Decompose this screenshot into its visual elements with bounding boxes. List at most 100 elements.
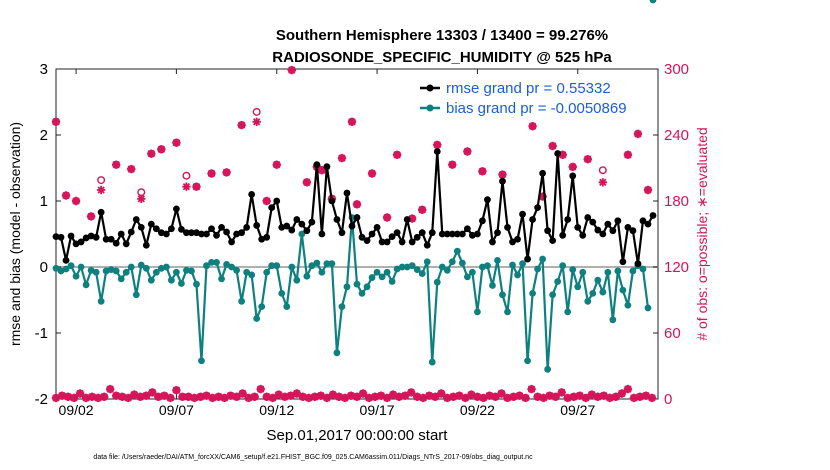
obs-evaluated-marker-low bbox=[515, 391, 524, 400]
rmse-point bbox=[162, 230, 170, 238]
bias-point bbox=[564, 308, 572, 316]
bias-point bbox=[223, 260, 230, 268]
rmse-point bbox=[213, 231, 220, 239]
bias-point bbox=[152, 268, 160, 276]
obs-evaluated-marker bbox=[478, 167, 487, 176]
bias-point bbox=[117, 275, 125, 283]
obs-evaluated-marker-low bbox=[112, 391, 121, 400]
legend-rmse-label: rmse grand pr = 0.55332 bbox=[446, 80, 611, 97]
bias-point bbox=[92, 268, 100, 276]
y-right-tick-label: 0 bbox=[664, 391, 672, 408]
legend-background bbox=[420, 75, 650, 117]
bias-point bbox=[649, 0, 657, 4]
bias-point bbox=[308, 262, 316, 270]
obs-count-markers bbox=[51, 65, 657, 403]
rmse-series bbox=[52, 148, 657, 268]
rmse-point bbox=[589, 218, 597, 226]
bias-point bbox=[594, 276, 602, 284]
obs-evaluated-marker bbox=[252, 117, 261, 126]
bias-point bbox=[203, 262, 210, 270]
obs-evaluated-marker bbox=[127, 164, 136, 174]
obs-evaluated-marker bbox=[182, 182, 191, 191]
rmse-point bbox=[438, 230, 446, 238]
bias-point bbox=[228, 263, 235, 271]
obs-possible-marker bbox=[598, 166, 607, 175]
bias-point bbox=[453, 247, 461, 255]
obs-evaluated-marker-low bbox=[521, 393, 530, 403]
bias-point bbox=[358, 290, 366, 297]
obs-evaluated-marker bbox=[643, 185, 653, 195]
obs-evaluated-marker bbox=[337, 153, 347, 163]
obs-evaluated-marker-low bbox=[394, 392, 404, 401]
rmse-point bbox=[463, 225, 471, 233]
rmse-point bbox=[474, 230, 481, 238]
rmse-point bbox=[117, 230, 125, 238]
obs-evaluated-marker-low bbox=[166, 393, 175, 403]
obs-evaluated-marker bbox=[71, 196, 81, 206]
bias-point bbox=[378, 273, 386, 281]
rmse-point bbox=[102, 235, 110, 243]
obs-evaluated-marker bbox=[317, 166, 327, 175]
obs-evaluated-marker-low bbox=[413, 392, 422, 401]
rmse-point bbox=[494, 229, 501, 237]
legend-rmse-marker bbox=[426, 84, 434, 92]
obs-possible-marker bbox=[97, 176, 106, 185]
obs-evaluated-marker-low bbox=[178, 392, 187, 401]
rmse-point bbox=[579, 231, 587, 239]
bias-point bbox=[62, 265, 70, 273]
obs-evaluated-marker-low bbox=[63, 392, 73, 401]
rmse-point bbox=[539, 169, 547, 177]
rmse-point bbox=[403, 216, 411, 223]
obs-evaluated-marker-low bbox=[617, 389, 627, 398]
obs-evaluated-marker-low bbox=[382, 393, 392, 403]
rmse-point bbox=[378, 238, 386, 246]
obs-evaluated-marker-low bbox=[142, 391, 151, 400]
bias-point bbox=[343, 283, 351, 291]
bias-point bbox=[298, 230, 306, 238]
obs-evaluated-marker bbox=[207, 169, 216, 178]
y-left-tick-label: 2 bbox=[40, 127, 48, 144]
rmse-point bbox=[393, 229, 401, 237]
obs-evaluated-marker-low bbox=[81, 393, 91, 403]
bias-point bbox=[323, 260, 331, 268]
obs-evaluated-marker bbox=[433, 140, 442, 150]
rmse-point bbox=[203, 230, 210, 238]
bias-point bbox=[614, 267, 622, 275]
obs-evaluated-marker-low bbox=[328, 390, 338, 399]
bias-point bbox=[283, 303, 291, 310]
bias-point bbox=[629, 267, 637, 275]
bias-point bbox=[559, 262, 567, 270]
bias-point bbox=[438, 263, 446, 271]
rmse-point bbox=[544, 227, 552, 235]
obs-evaluated-marker-low bbox=[509, 392, 518, 401]
rmse-point bbox=[298, 220, 306, 228]
obs-evaluated-marker bbox=[418, 205, 427, 214]
bias-point bbox=[268, 262, 276, 270]
obs-possible-marker bbox=[137, 188, 146, 197]
bias-point bbox=[604, 268, 612, 276]
bias-point bbox=[338, 303, 346, 310]
bias-point bbox=[584, 297, 592, 305]
rmse-point bbox=[604, 220, 612, 228]
obs-evaluated-marker bbox=[287, 65, 296, 75]
bias-point bbox=[328, 260, 336, 268]
rmse-point bbox=[509, 238, 516, 246]
obs-evaluated-marker bbox=[222, 168, 231, 177]
rmse-point bbox=[178, 225, 185, 233]
rmse-point bbox=[554, 150, 562, 157]
bias-point bbox=[463, 273, 471, 281]
bias-point bbox=[213, 258, 220, 266]
bias-point bbox=[77, 263, 85, 271]
x-tick-label: 09/27 bbox=[560, 402, 595, 418]
rmse-point bbox=[208, 225, 215, 233]
bias-point bbox=[278, 290, 286, 297]
bias-point bbox=[574, 283, 582, 291]
bias-point bbox=[112, 267, 120, 275]
obs-evaluated-marker-low bbox=[298, 392, 308, 401]
bias-point bbox=[363, 283, 371, 291]
obs-evaluated-marker-low bbox=[467, 390, 476, 399]
obs-evaluated-marker-low bbox=[461, 393, 470, 403]
obs-evaluated-marker-low bbox=[431, 392, 440, 401]
obs-evaluated-marker-low bbox=[581, 393, 590, 403]
bias-point bbox=[413, 266, 421, 274]
